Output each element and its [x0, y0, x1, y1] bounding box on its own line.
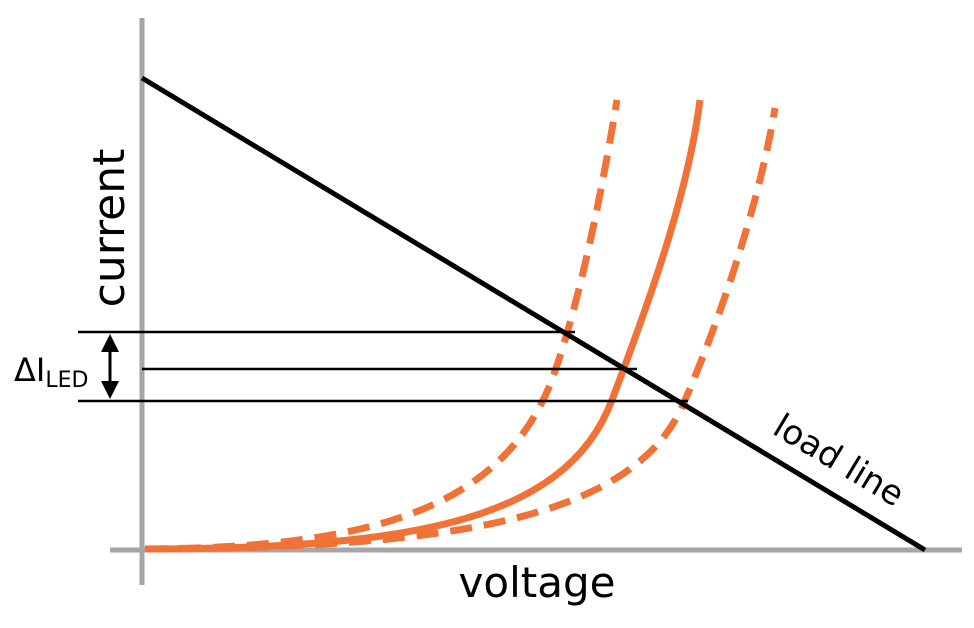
delta-i-led-label: ΔILED — [14, 351, 88, 393]
y-axis-label: current — [84, 149, 135, 308]
load-line — [140, 75, 927, 553]
led-curve-low-vf-dashed — [144, 99, 621, 553]
x-axis-label: voltage — [459, 558, 616, 607]
delta-current-arrow — [101, 334, 119, 399]
led-curve-high-vf-dashed — [144, 107, 779, 553]
